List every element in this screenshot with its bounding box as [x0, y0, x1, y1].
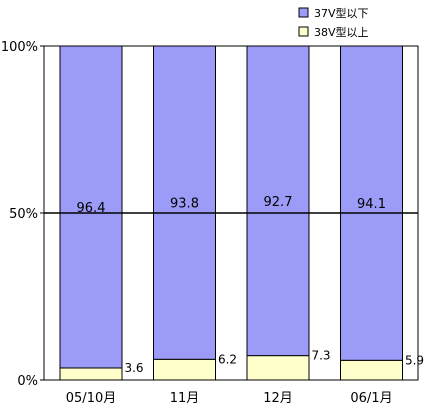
x-tick-label-1: 11月 [170, 391, 200, 406]
data-labels: 96.4 3.6 93.8 6.2 92.7 7.3 94.1 5.9 [77, 195, 425, 375]
bar-37v-0 [59, 45, 123, 369]
x-axis: 05/10月 11月 12月 06/1月 [66, 391, 393, 406]
data-label-37v-1: 93.8 [170, 197, 199, 212]
data-label-37v-3: 94.1 [357, 197, 386, 212]
data-label-37v-2: 92.7 [264, 195, 293, 210]
y-tick-label-0: 0% [17, 374, 38, 389]
x-tick-label-2: 12月 [263, 391, 293, 406]
bar-38v-2 [246, 355, 310, 381]
legend-swatch-1 [298, 26, 309, 37]
data-label-38v-1: 6.2 [218, 352, 237, 366]
y-axis: 0% 50% 100% [1, 40, 44, 389]
bar-38v-1 [153, 358, 216, 381]
bar-38v-0 [59, 367, 123, 381]
legend-label-1: 38V型以上 [314, 25, 369, 39]
legend: 37V型以下 38V型以上 [298, 6, 369, 39]
data-label-38v-2: 7.3 [311, 349, 330, 363]
legend-swatch-0 [298, 7, 309, 18]
bar-37v-2 [246, 45, 310, 357]
data-label-37v-0: 96.4 [77, 201, 106, 216]
bar-37v-3 [340, 45, 403, 361]
bars [59, 45, 403, 381]
y-tick-label-2: 100% [1, 40, 38, 55]
data-label-38v-0: 3.6 [124, 361, 143, 375]
bar-37v-1 [153, 45, 216, 360]
y-tick-label-1: 50% [9, 207, 38, 222]
bar-38v-3 [340, 359, 403, 381]
x-tick-label-3: 06/1月 [350, 391, 392, 406]
data-label-38v-3: 5.9 [405, 353, 424, 367]
legend-label-0: 37V型以下 [314, 6, 369, 20]
x-tick-label-0: 05/10月 [66, 391, 116, 406]
